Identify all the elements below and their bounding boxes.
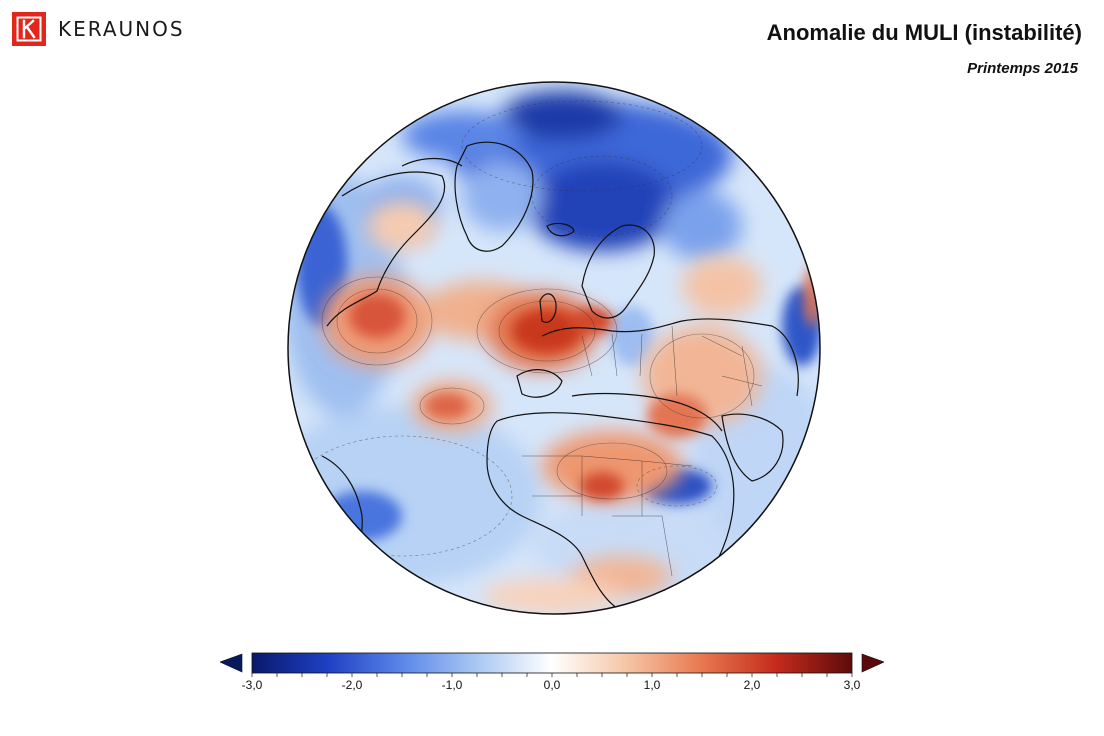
colorbar-tick-label: 1,0 — [643, 678, 661, 692]
colorbar-tick-label: -2,0 — [341, 678, 363, 692]
page-title: Anomalie du MULI (instabilité) — [766, 20, 1082, 45]
brand: KERAUNOS — [12, 12, 185, 46]
colorbar: -3,0 -2,0 -1,0 0,0 1,0 2,0 3,0 — [219, 650, 885, 698]
country-borders — [522, 325, 763, 577]
colorbar-gradient — [251, 652, 853, 674]
keraunos-k-logo-icon — [12, 12, 46, 46]
colorbar-extend-left — [219, 653, 243, 673]
negative-anomaly-north — [362, 91, 742, 261]
colorbar-tick-label: 3,0 — [843, 678, 861, 692]
colorbar-extend-right — [861, 653, 885, 673]
colorbar-tick-label: 0,0 — [543, 678, 561, 692]
anomaly-map — [282, 76, 826, 620]
globe-outline — [287, 81, 821, 615]
colorbar-tick-label: -1,0 — [441, 678, 463, 692]
colorbar-tick-label: 2,0 — [743, 678, 761, 692]
coastlines — [321, 141, 799, 614]
colorbar-tick-label: -3,0 — [241, 678, 263, 692]
brand-name: KERAUNOS — [58, 17, 185, 41]
page-subtitle: Printemps 2015 — [967, 60, 1078, 77]
